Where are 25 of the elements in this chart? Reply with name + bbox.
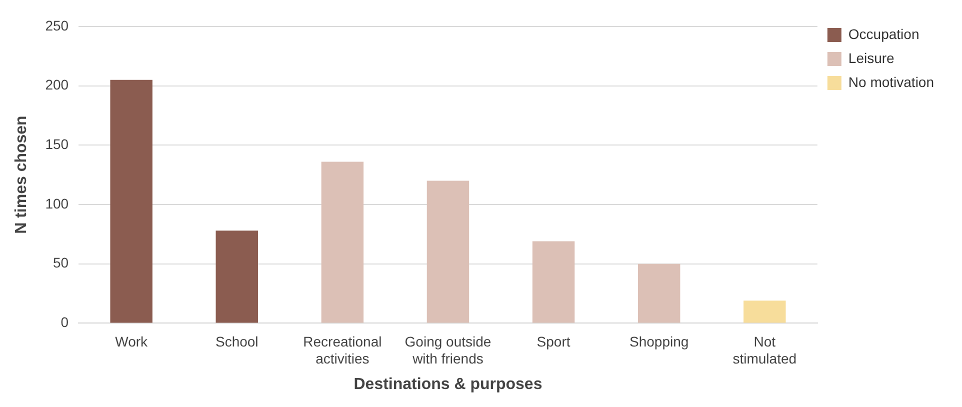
bar [532, 241, 575, 323]
bar [638, 264, 680, 323]
x-tick-label: Recreational activities [303, 333, 382, 366]
legend-label: Occupation [848, 26, 920, 42]
x-axis-title: Destinations & purposes [354, 376, 542, 393]
y-tick-label: 50 [52, 254, 69, 271]
y-tick-label: 200 [45, 76, 69, 93]
bar [426, 180, 470, 323]
y-tick-label: 0 [60, 314, 69, 330]
bar [321, 162, 364, 323]
x-tick-label: Work [115, 333, 149, 350]
legend-label: No motivation [848, 74, 934, 90]
y-tick-label: 250 [45, 17, 69, 34]
x-tick-label: School [215, 333, 258, 350]
bar [216, 230, 258, 323]
y-tick-label: 100 [45, 195, 69, 212]
x-tick-label: Shopping [629, 333, 689, 350]
x-tick-label: Going outside with friends [404, 333, 492, 366]
bar [110, 80, 152, 323]
bar [744, 300, 786, 323]
y-tick-label: 150 [45, 136, 69, 152]
y-axis-title: N times chosen [13, 116, 30, 234]
x-tick-label: Sport [536, 333, 570, 350]
legend-label: Leisure [848, 50, 895, 66]
x-tick-label: Not stimulated [732, 333, 797, 366]
